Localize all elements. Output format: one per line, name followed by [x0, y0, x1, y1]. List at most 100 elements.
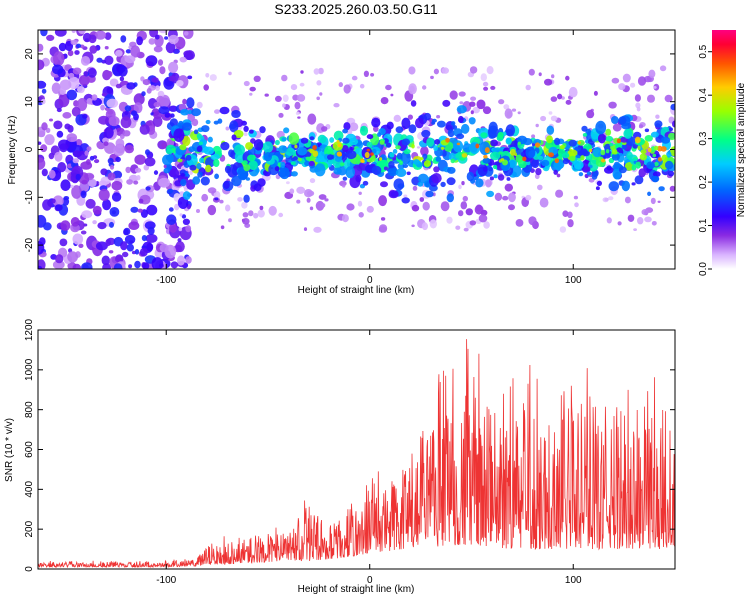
spectrogram-blob [307, 113, 317, 125]
spectrogram-blob [403, 148, 411, 155]
spectrogram-blob [279, 167, 290, 180]
spectrogram-blob [305, 156, 311, 161]
spectrogram-blob [358, 191, 362, 195]
spectrogram-blob [644, 216, 652, 223]
spectrogram-blob [192, 176, 201, 185]
snr-x-axis-label: Height of straight line (km) [298, 584, 415, 595]
colorbar-tick-label: 0.5 [698, 44, 709, 58]
spectrogram-blob [393, 114, 401, 122]
spectrogram-blob [55, 254, 64, 264]
spectrogram-blob [359, 83, 365, 89]
spectrogram-blob [205, 73, 210, 78]
spectrogram-blob [469, 66, 478, 74]
spectrogram-blob [314, 163, 326, 177]
spectrogram-y-axis-label: Frequency (Hz) [7, 116, 18, 185]
spectrogram-blob [426, 137, 435, 147]
spectrogram-blob [581, 125, 588, 132]
spectrogram-blob [449, 90, 458, 100]
spectrogram-blob [83, 71, 89, 77]
spectrogram-blob [259, 205, 264, 211]
spectrogram-blob [146, 204, 158, 216]
spectrogram-blob [185, 256, 192, 264]
spectrogram-blob [490, 151, 501, 161]
spectrogram-blob [371, 165, 382, 175]
spectrogram-blob [203, 146, 215, 155]
colorbar-tick-label: 0.0 [698, 262, 709, 276]
spectrogram-blob [442, 99, 451, 107]
spectrogram-blob [220, 141, 230, 151]
spectrogram-blob [508, 192, 516, 203]
spectrogram-blob [417, 173, 429, 184]
spectrogram-blob [611, 116, 619, 124]
spectrogram-blob [651, 175, 660, 183]
spectrogram-blob [303, 227, 308, 232]
spectrogram-blob [309, 206, 314, 211]
spectrogram-blob [125, 49, 131, 54]
spectrogram-blob [461, 181, 465, 186]
spectrogram-blob [366, 141, 373, 149]
spectrogram-blob [107, 157, 114, 165]
spectrogram-blob [399, 160, 403, 165]
spectrogram-blob [44, 134, 55, 146]
spectrogram-blob [122, 251, 129, 258]
spectrogram-blob [363, 70, 369, 78]
spectrogram-blob [81, 179, 88, 185]
spectrogram-blob [58, 42, 67, 52]
spectrogram-blob [72, 263, 81, 269]
spectrogram-blob [497, 174, 505, 181]
spectrogram-blob [145, 149, 150, 156]
spectrogram-blob [84, 150, 89, 156]
spectrogram-blob [608, 181, 620, 192]
spectrogram-blob [336, 151, 342, 157]
spectrogram-blob [155, 85, 161, 91]
spectrogram-blob [51, 198, 56, 204]
spectrogram-blob [308, 160, 315, 167]
spectrogram-blob [158, 30, 168, 34]
spectrogram-blob [528, 216, 537, 226]
spectrogram-blob [56, 108, 62, 113]
spectrogram-blob [531, 159, 540, 169]
spectrogram-blob [567, 219, 574, 228]
spectrogram-blob [119, 76, 125, 82]
spectrogram-blob [151, 257, 164, 269]
spectrogram-blob [578, 172, 584, 177]
spectrogram-blob [88, 34, 97, 44]
spectrogram-blob [470, 110, 474, 115]
spectrogram-blob [196, 209, 200, 213]
snr-y-axis-label: SNR (10 * v/v) [4, 418, 15, 482]
spectrogram-blob [469, 101, 476, 107]
spectrogram-blob [548, 111, 553, 115]
spectrogram-blob [379, 140, 385, 145]
spectrogram-blob [621, 144, 627, 150]
spectrogram-blob [577, 150, 585, 157]
spectrogram-blob [419, 197, 425, 202]
spectrogram-blob [223, 180, 230, 189]
spectrogram-blob [459, 101, 464, 105]
spectrogram-blob [345, 150, 357, 160]
spectrogram-blob [168, 105, 178, 112]
spectrogram-blob [169, 118, 178, 127]
spectrogram-blob [53, 120, 63, 130]
spectrogram-blob [313, 226, 322, 233]
spectrogram-blob [131, 110, 138, 116]
spectrogram-blob [115, 83, 122, 89]
spectrogram-blob [51, 82, 61, 94]
spectrogram-blob [225, 204, 231, 212]
chart-title: S233.2025.260.03.50.G11 [274, 1, 437, 17]
spectrogram-x-axis-label: Height of straight line (km) [298, 285, 415, 296]
spectrogram-blob [59, 87, 66, 95]
spectrogram-blob [52, 260, 65, 269]
y-tick-label: 10 [24, 96, 35, 108]
spectrogram-blob [191, 118, 199, 127]
spectrogram-blob [403, 194, 408, 198]
y-tick-label: 1000 [24, 358, 35, 381]
spectrogram-blob [94, 159, 100, 164]
spectrogram-blob [455, 225, 461, 230]
spectrogram-blob [56, 130, 64, 138]
spectrogram-blob [386, 121, 394, 130]
spectrogram-blob [54, 151, 63, 162]
spectrogram-blob [623, 128, 633, 139]
spectrogram-blob [548, 152, 554, 158]
spectrogram-blob [225, 126, 230, 131]
spectrogram-blob [237, 197, 243, 202]
